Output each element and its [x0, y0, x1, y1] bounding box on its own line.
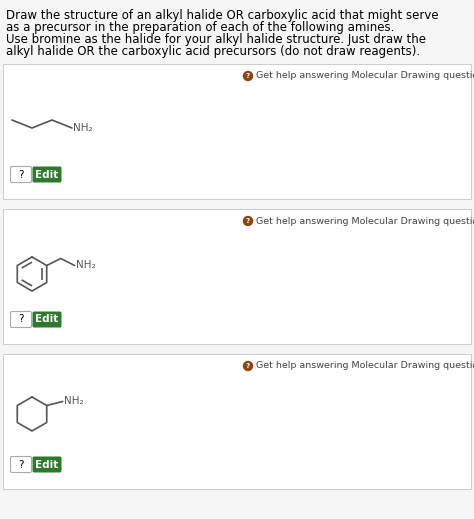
Bar — [3, 209, 471, 344]
Text: Edit: Edit — [36, 170, 59, 180]
Text: Get help answering Molecular Drawing questions.: Get help answering Molecular Drawing que… — [256, 216, 474, 225]
Text: ?: ? — [18, 170, 24, 180]
FancyBboxPatch shape — [10, 311, 31, 327]
Text: as a precursor in the preparation of each of the following amines.: as a precursor in the preparation of eac… — [6, 21, 394, 34]
Text: NH₂: NH₂ — [76, 261, 95, 270]
FancyBboxPatch shape — [10, 457, 31, 472]
Circle shape — [244, 362, 253, 371]
Text: ?: ? — [246, 363, 250, 369]
Text: ?: ? — [246, 73, 250, 79]
Text: Edit: Edit — [36, 315, 59, 324]
Text: ?: ? — [18, 315, 24, 324]
FancyBboxPatch shape — [33, 457, 62, 472]
Text: Draw the structure of an alkyl halide OR carboxylic acid that might serve: Draw the structure of an alkyl halide OR… — [6, 9, 438, 22]
Text: Get help answering Molecular Drawing questions.: Get help answering Molecular Drawing que… — [256, 72, 474, 80]
FancyBboxPatch shape — [33, 167, 62, 183]
Text: Use bromine as the halide for your alkyl halide structure. Just draw the: Use bromine as the halide for your alkyl… — [6, 33, 426, 46]
FancyBboxPatch shape — [10, 167, 31, 183]
Text: ?: ? — [18, 459, 24, 470]
Text: NH₂: NH₂ — [73, 123, 92, 133]
Circle shape — [244, 216, 253, 225]
FancyBboxPatch shape — [33, 311, 62, 327]
Text: alkyl halide OR the carboxylic acid precursors (do not draw reagents).: alkyl halide OR the carboxylic acid prec… — [6, 45, 420, 58]
Text: NH₂: NH₂ — [64, 397, 83, 406]
Circle shape — [244, 72, 253, 80]
Bar — [3, 64, 471, 199]
Text: Get help answering Molecular Drawing questions.: Get help answering Molecular Drawing que… — [256, 362, 474, 371]
Text: Edit: Edit — [36, 459, 59, 470]
Text: ?: ? — [246, 218, 250, 224]
Bar — [3, 354, 471, 489]
